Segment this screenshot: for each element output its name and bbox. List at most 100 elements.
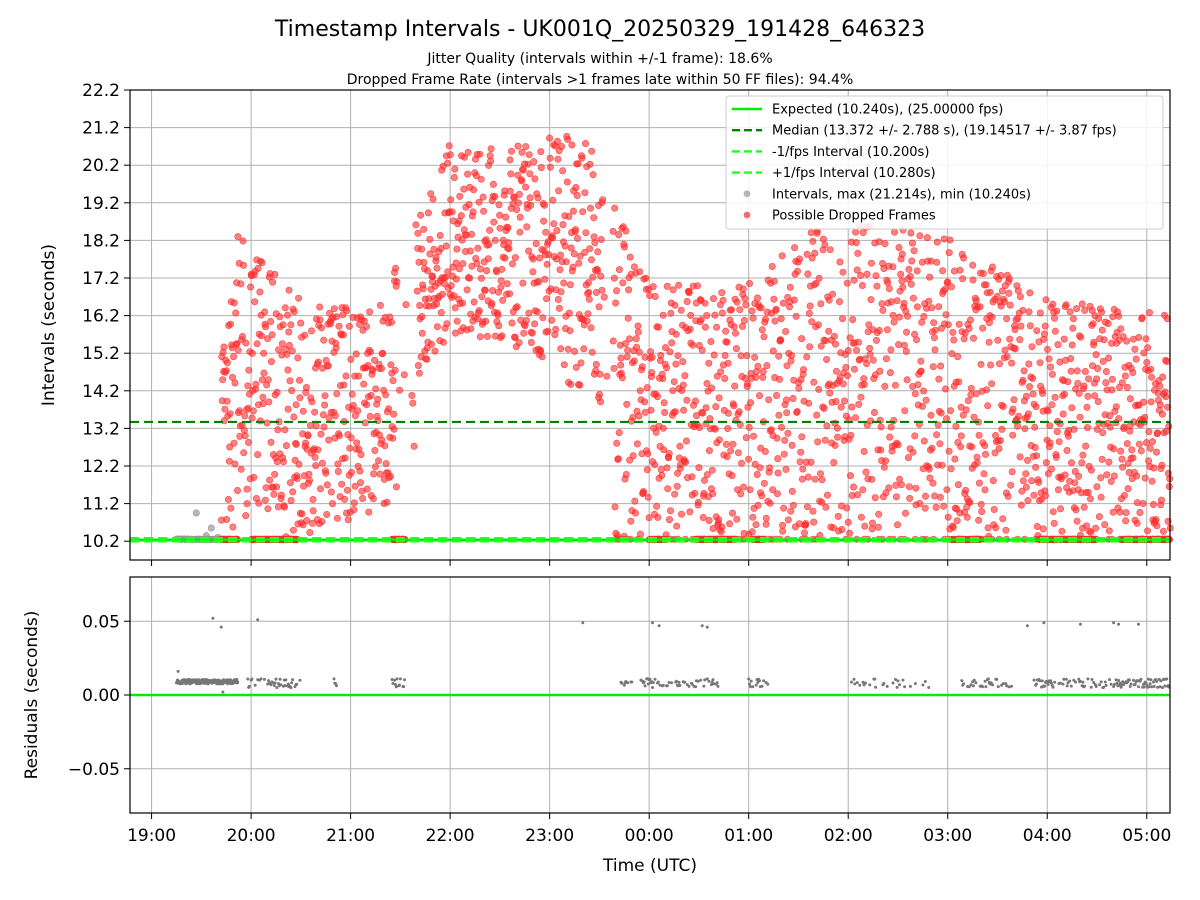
dropped-frame-point xyxy=(806,343,814,351)
dropped-frame-point xyxy=(311,453,319,461)
dropped-frame-point xyxy=(1098,455,1106,463)
dropped-frame-point xyxy=(279,321,287,329)
dropped-frame-point xyxy=(967,384,975,392)
dropped-frame-point xyxy=(297,319,305,327)
dropped-frame-point xyxy=(1129,368,1137,376)
dropped-frame-point xyxy=(413,287,421,295)
dropped-frame-point xyxy=(1164,403,1172,411)
dropped-frame-point xyxy=(351,482,359,490)
dropped-frame-point xyxy=(1088,306,1096,314)
dropped-frame-point xyxy=(345,322,353,330)
dropped-frame-point xyxy=(708,384,716,392)
dropped-frame-point xyxy=(488,299,496,307)
dropped-frame-point xyxy=(900,341,908,349)
dropped-frame-point xyxy=(722,440,730,448)
dropped-frame-point xyxy=(857,513,865,521)
dropped-frame-point xyxy=(270,490,278,498)
dropped-frame-point xyxy=(561,242,569,250)
dropped-frame-point xyxy=(942,311,950,319)
dropped-frame-point xyxy=(476,333,484,341)
dropped-frame-point xyxy=(659,311,667,319)
dropped-frame-point xyxy=(267,317,275,325)
dropped-frame-point xyxy=(1082,442,1090,450)
dropped-frame-point xyxy=(590,233,598,241)
dropped-frame-point xyxy=(789,394,797,402)
dropped-frame-point xyxy=(867,259,875,267)
dropped-frame-point xyxy=(487,157,495,165)
dropped-frame-point xyxy=(499,296,507,304)
dropped-frame-point xyxy=(946,236,954,244)
residual-point xyxy=(1117,622,1121,626)
dropped-frame-point xyxy=(491,193,499,201)
residual-point xyxy=(219,625,223,629)
dropped-frame-point xyxy=(459,260,467,268)
dropped-frame-point xyxy=(531,175,539,183)
legend-marker xyxy=(743,211,751,219)
dropped-frame-point xyxy=(913,267,921,275)
dropped-frame-point xyxy=(711,311,719,319)
x-tick-label: 23:00 xyxy=(525,826,574,846)
dropped-frame-point xyxy=(443,159,451,167)
dropped-frame-point xyxy=(298,510,306,518)
dropped-frame-point xyxy=(519,279,527,287)
dropped-frame-point xyxy=(808,318,816,326)
dropped-frame-point xyxy=(865,321,873,329)
dropped-frame-point xyxy=(1094,397,1102,405)
dropped-frame-point xyxy=(718,523,726,531)
dropped-frame-point xyxy=(452,259,460,267)
dropped-frame-point xyxy=(280,503,288,511)
dropped-frame-point xyxy=(921,504,929,512)
dropped-frame-point xyxy=(290,308,298,316)
dropped-frame-point xyxy=(649,283,657,291)
dropped-frame-point xyxy=(548,316,556,324)
dropped-frame-point xyxy=(860,375,868,383)
dropped-frame-point xyxy=(895,244,903,252)
dropped-frame-point xyxy=(282,442,290,450)
dropped-frame-point xyxy=(414,361,422,369)
dropped-frame-point xyxy=(417,211,425,219)
dropped-frame-point xyxy=(683,297,691,305)
dropped-frame-point xyxy=(1120,491,1128,499)
dropped-frame-point xyxy=(713,323,721,331)
dropped-frame-point xyxy=(784,429,792,437)
dropped-frame-point xyxy=(1022,483,1030,491)
dropped-frame-point xyxy=(749,513,757,521)
dropped-frame-point xyxy=(513,303,521,311)
dropped-frame-point xyxy=(818,476,826,484)
dropped-frame-point xyxy=(250,473,258,481)
dropped-frame-point xyxy=(1154,429,1162,437)
dropped-frame-point xyxy=(557,288,565,296)
dropped-frame-point xyxy=(799,465,807,473)
dropped-frame-point xyxy=(542,295,550,303)
dropped-frame-point xyxy=(892,481,900,489)
dropped-frame-point xyxy=(743,352,751,360)
dropped-frame-point xyxy=(1040,330,1048,338)
residual-point xyxy=(1089,685,1093,689)
top-y-ticks: 10.211.212.213.214.215.216.217.218.219.2… xyxy=(82,81,130,552)
dropped-frame-point xyxy=(929,363,937,371)
dropped-frame-point xyxy=(1108,386,1116,394)
dropped-frame-point xyxy=(925,297,933,305)
dropped-frame-point xyxy=(589,273,597,281)
dropped-frame-point xyxy=(709,490,717,498)
dropped-frame-point xyxy=(952,422,960,430)
residual-point xyxy=(1112,683,1116,686)
dropped-frame-point xyxy=(963,513,971,521)
dropped-frame-point xyxy=(302,439,310,447)
dropped-frame-point xyxy=(787,351,795,359)
dropped-frame-point xyxy=(309,507,317,515)
dropped-frame-point xyxy=(1051,327,1059,335)
dropped-frame-point xyxy=(1091,392,1099,400)
dropped-frame-point xyxy=(998,287,1006,295)
dropped-frame-point xyxy=(550,220,558,228)
dropped-frame-point xyxy=(1073,367,1081,375)
dropped-frame-point xyxy=(1060,335,1068,343)
residual-point xyxy=(1094,685,1098,688)
dropped-frame-point xyxy=(866,344,874,352)
dropped-frame-point xyxy=(328,500,336,508)
dropped-frame-point xyxy=(341,495,349,503)
dropped-frame-point xyxy=(522,183,530,191)
residual-point xyxy=(670,681,674,685)
dropped-frame-point xyxy=(728,472,736,480)
residual-point xyxy=(653,677,657,681)
